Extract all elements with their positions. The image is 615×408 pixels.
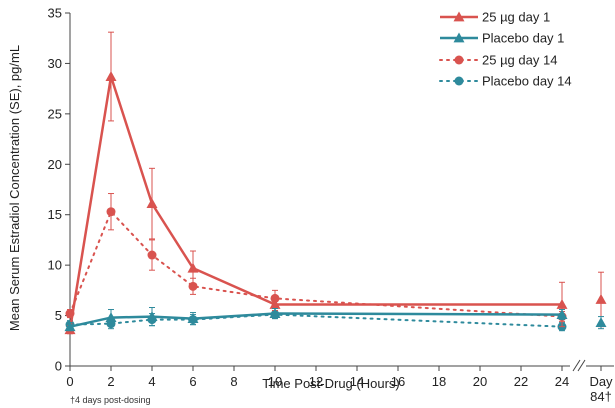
x-tick-label: 12	[309, 374, 323, 389]
axis-break-mark	[577, 359, 586, 372]
x-tick-label: 10	[268, 374, 282, 389]
legend: 25 µg day 1 Placebo day 1 25 µg day 14 Plac…	[439, 10, 572, 89]
legend-entry: Placebo day 1	[440, 31, 564, 46]
x-tick-label: 8	[230, 374, 237, 389]
y-tick-label: 10	[48, 258, 62, 273]
x-tick-label-day84: Day	[589, 374, 613, 389]
legend-swatch-marker	[453, 11, 465, 22]
series-25-g-day-14	[65, 193, 567, 323]
series-line	[69, 312, 563, 328]
data-point-day84	[595, 293, 607, 304]
x-tick-label: 16	[391, 374, 405, 389]
legend-label: Placebo day 1	[482, 31, 564, 46]
data-point	[64, 321, 76, 332]
data-point	[188, 281, 198, 291]
data-point	[556, 309, 568, 319]
data-point-day84	[595, 317, 607, 328]
x-tick-label: 2	[107, 374, 114, 389]
x-tick-label: 0	[66, 374, 73, 389]
series-25-g-day-1	[64, 31, 607, 335]
x-tick-label: 4	[148, 374, 155, 389]
data-point	[269, 308, 281, 318]
data-point	[269, 298, 281, 309]
series-line	[68, 76, 562, 330]
footnote: †4 days post-dosing	[70, 395, 151, 405]
y-tick-label: 25	[48, 106, 62, 121]
y-tick-label: 35	[48, 6, 62, 21]
x-tick-label-day84-sub: 84†	[590, 389, 612, 404]
y-tick-label: 5	[55, 308, 62, 323]
legend-swatch-marker	[453, 32, 465, 43]
y-tick-label: 15	[48, 207, 62, 222]
legend-label: 25 µg day 14	[482, 53, 557, 68]
legend-entry: 25 µg day 1	[440, 10, 550, 25]
x-tick-label: 6	[189, 374, 196, 389]
series-placebo-day-1	[64, 307, 607, 332]
legend-entry: Placebo day 14	[439, 74, 572, 89]
legend-entry: 25 µg day 14	[439, 53, 557, 68]
legend-label: 25 µg day 1	[482, 10, 550, 25]
data-point	[556, 298, 568, 309]
legend-label: Placebo day 14	[482, 74, 572, 89]
x-tick-label: 24	[555, 374, 569, 389]
x-tick-label: 22	[514, 374, 528, 389]
data-point	[146, 311, 158, 321]
data-point	[105, 312, 117, 322]
y-axis-title: Mean Serum Estradiol Concentration (SE),…	[7, 45, 22, 331]
axis-break-mark	[572, 359, 581, 372]
data-point	[187, 313, 199, 323]
data-point	[146, 198, 158, 209]
y-tick-label: 0	[55, 359, 62, 374]
series-line	[69, 209, 563, 318]
data-point	[106, 207, 116, 217]
x-axis-title: Time Post-Drug (Hours)	[262, 376, 399, 391]
data-point	[187, 262, 199, 273]
legend-swatch-marker	[454, 55, 464, 65]
x-tick-label: 20	[473, 374, 487, 389]
series-line	[69, 313, 563, 328]
x-tick-label: 18	[432, 374, 446, 389]
y-tick-label: 30	[48, 56, 62, 71]
x-tick-label: 14	[350, 374, 364, 389]
legend-swatch-marker	[454, 76, 464, 86]
data-point	[105, 71, 117, 81]
y-tick-label: 20	[48, 157, 62, 172]
series-layer	[64, 31, 607, 335]
data-point	[147, 250, 157, 260]
